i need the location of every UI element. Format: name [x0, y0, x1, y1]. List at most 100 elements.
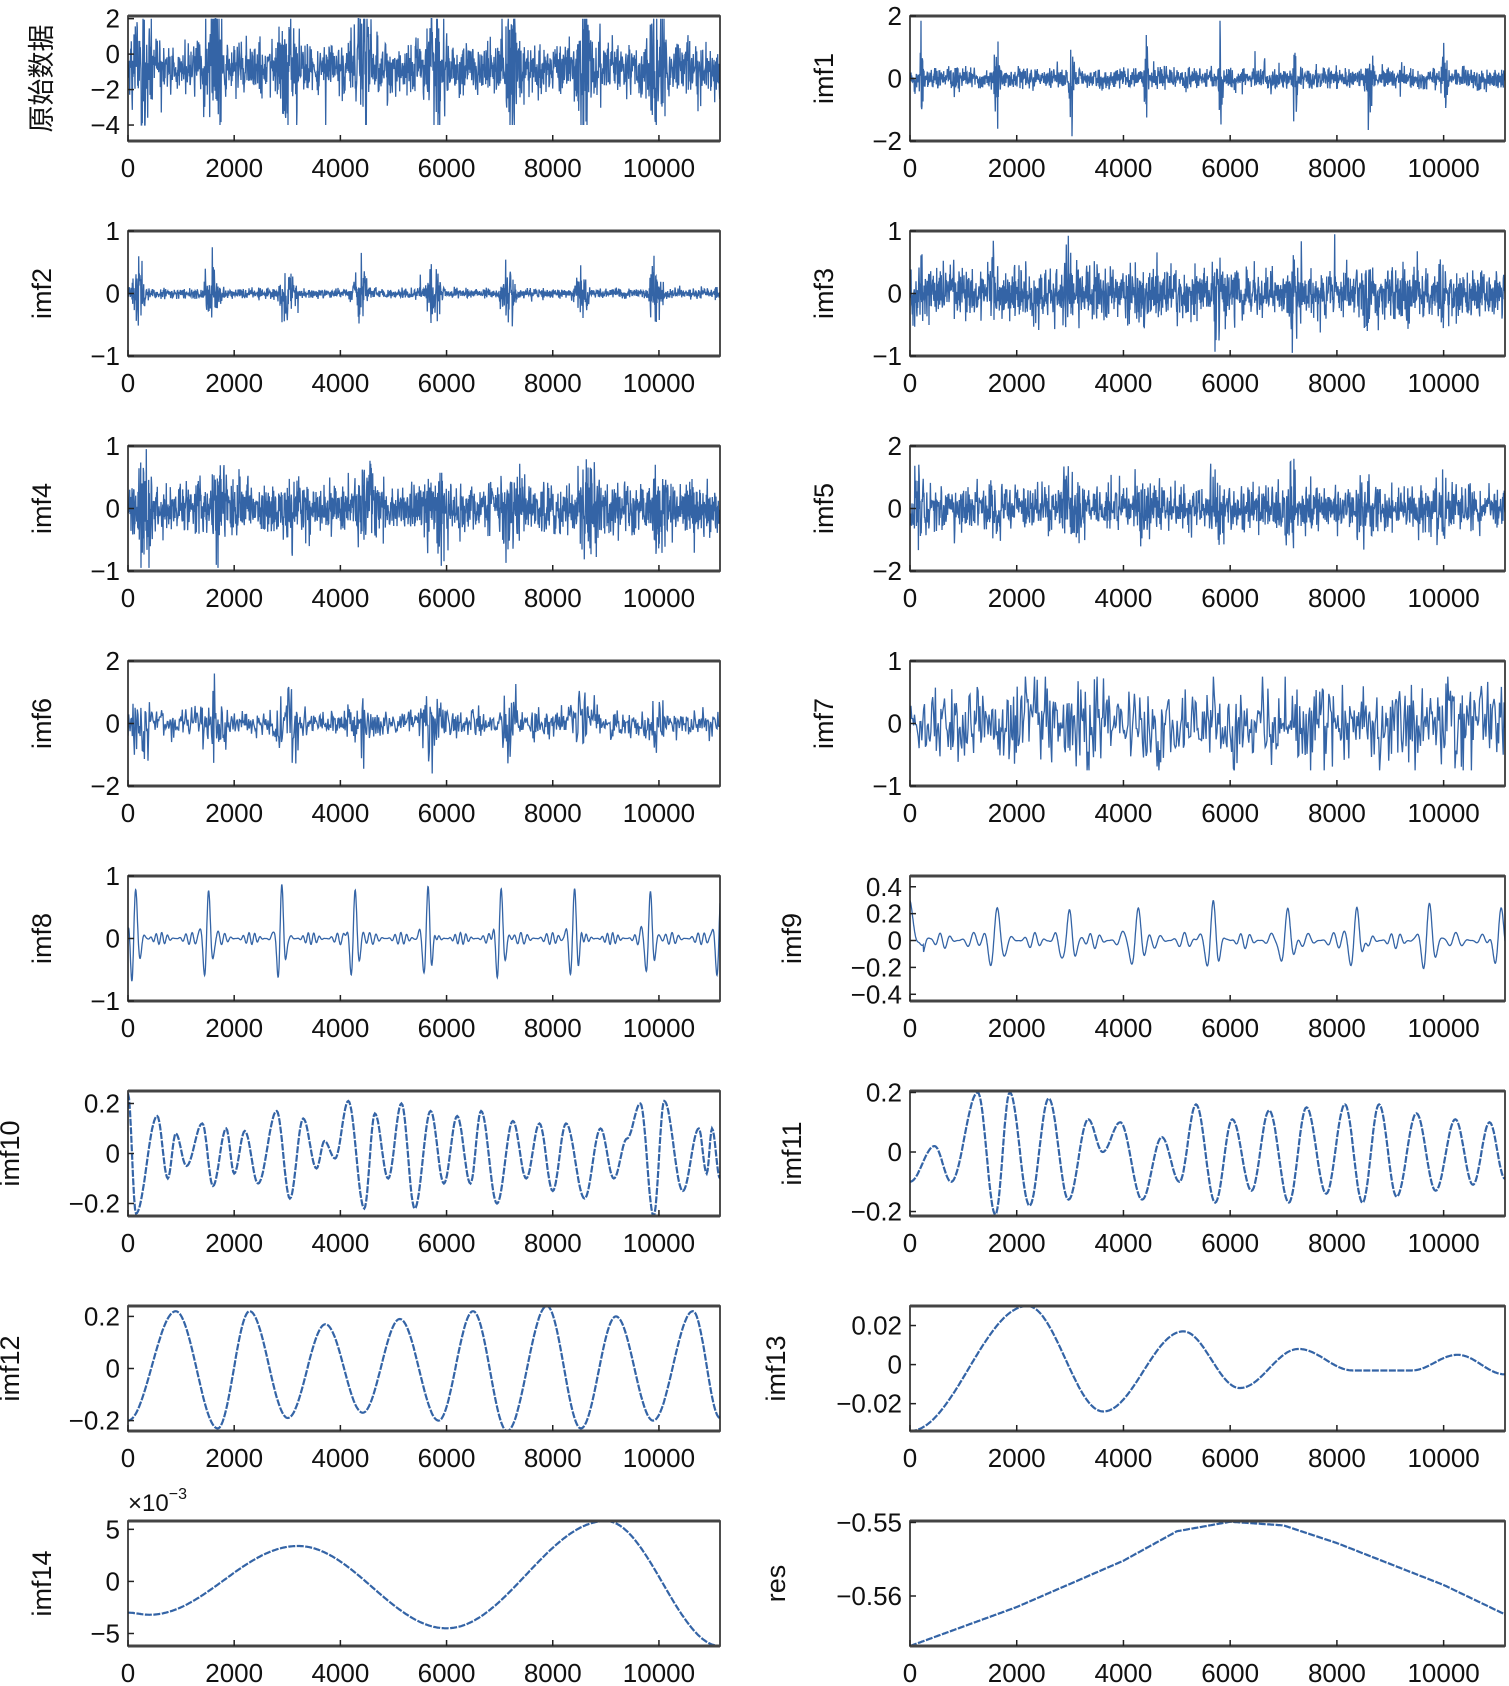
x-tick-label: 0: [121, 153, 135, 183]
y-tick-label: 0.2: [84, 1301, 120, 1331]
y-tick-label: 5: [106, 1514, 120, 1544]
x-tick-label: 4000: [1095, 1013, 1153, 1043]
x-tick-label: 4000: [1095, 583, 1153, 613]
y-tick-label: −5: [90, 1619, 120, 1649]
x-tick-label: 4000: [311, 153, 369, 183]
y-tick-label: 2: [888, 1, 902, 31]
y-axis-label: imf13: [761, 1335, 791, 1401]
y-tick-label: 0.02: [851, 1311, 902, 1341]
x-tick-label: 6000: [418, 1658, 476, 1686]
x-tick-label: 0: [121, 368, 135, 398]
y-axis-label: imf8: [27, 913, 57, 964]
x-tick-label: 2000: [988, 368, 1046, 398]
x-tick-label: 4000: [1095, 1658, 1153, 1686]
signal-line-imf9: [910, 900, 1505, 970]
x-tick-label: 2000: [205, 1443, 263, 1473]
x-tick-label: 2000: [988, 1443, 1046, 1473]
y-tick-label: 1: [888, 216, 902, 246]
x-tick-label: 2000: [988, 583, 1046, 613]
x-tick-label: 8000: [1308, 1443, 1366, 1473]
x-tick-label: 10000: [1407, 1658, 1479, 1686]
x-tick-label: 8000: [1308, 798, 1366, 828]
y-tick-label: 0.2: [84, 1089, 120, 1119]
x-tick-label: 4000: [1095, 1443, 1153, 1473]
x-tick-label: 6000: [418, 798, 476, 828]
y-tick-label: 0.2: [866, 1077, 902, 1107]
y-axis-label: imf9: [777, 913, 807, 964]
y-tick-label: 1: [888, 646, 902, 676]
x-tick-label: 0: [903, 798, 917, 828]
y-tick-label: 0.2: [866, 899, 902, 929]
x-tick-label: 6000: [1201, 1658, 1259, 1686]
y-tick-label: 0: [106, 39, 120, 69]
y-axis-label: imf2: [27, 268, 57, 319]
x-tick-label: 0: [121, 798, 135, 828]
y-tick-label: −1: [872, 341, 902, 371]
subplot-res: 0 2000 4000 6000 8000 10000 −0.55 −0.56 res: [761, 1507, 1506, 1686]
x-tick-label: 2000: [205, 368, 263, 398]
x-tick-label: 4000: [1095, 1228, 1153, 1258]
x-tick-label: 2000: [205, 153, 263, 183]
x-tick-label: 10000: [1407, 1228, 1479, 1258]
y-axis-label: imf11: [777, 1121, 807, 1185]
x-tick-label: 10000: [1407, 1443, 1479, 1473]
subplot-imf9: 0 2000 4000 6000 8000 100000.40.20−0.2−0.4imf…: [777, 872, 1506, 1043]
y-axis-label: imf4: [27, 483, 57, 534]
x-tick-label: 10000: [623, 1658, 695, 1686]
x-tick-label: 2000: [205, 1658, 263, 1686]
x-tick-label: 4000: [311, 798, 369, 828]
y-tick-label: 2: [888, 431, 902, 461]
x-tick-label: 2000: [988, 1658, 1046, 1686]
x-tick-label: 0: [903, 1228, 917, 1258]
y-axis-multiplier: ×10−3: [128, 1486, 187, 1517]
y-axis-label: 原始数据: [27, 25, 57, 133]
x-tick-label: 4000: [311, 1228, 369, 1258]
x-tick-label: 10000: [623, 1228, 695, 1258]
y-tick-label: −0.2: [851, 952, 902, 982]
y-tick-label: 0: [106, 1139, 120, 1169]
x-tick-label: 8000: [1308, 1013, 1366, 1043]
x-tick-label: 8000: [524, 1228, 582, 1258]
x-tick-label: 8000: [524, 153, 582, 183]
y-tick-label: 0: [888, 926, 902, 956]
x-tick-label: 8000: [1308, 368, 1366, 398]
x-tick-label: 6000: [1201, 153, 1259, 183]
y-tick-label: 2: [106, 646, 120, 676]
y-tick-label: 1: [106, 431, 120, 461]
x-tick-label: 0: [903, 153, 917, 183]
x-tick-label: 10000: [1407, 583, 1479, 613]
x-tick-label: 0: [903, 368, 917, 398]
x-tick-label: 10000: [623, 368, 695, 398]
signal-line-imf1: [910, 20, 1505, 137]
y-tick-label: −1: [90, 341, 120, 371]
signal-line-imf3: [910, 234, 1505, 353]
x-tick-label: 6000: [1201, 368, 1259, 398]
x-tick-label: 0: [903, 1658, 917, 1686]
signal-line-imf10: [128, 1093, 720, 1216]
signal-line-imf8: [128, 884, 720, 982]
y-tick-label: −1: [872, 771, 902, 801]
x-tick-label: 4000: [1095, 798, 1153, 828]
axes-frame: [909, 875, 1506, 1002]
x-tick-label: 6000: [1201, 1013, 1259, 1043]
subplot-raw-data: 0 2000 4000 6000 8000 10000 2 0 −2 −4 原始数据: [27, 4, 721, 183]
x-tick-label: 2000: [988, 153, 1046, 183]
axes-frame: [909, 1305, 1506, 1432]
y-tick-label: 1: [106, 216, 120, 246]
x-tick-label: 8000: [524, 368, 582, 398]
x-tick-label: 6000: [418, 153, 476, 183]
y-tick-label: −0.56: [836, 1581, 902, 1611]
y-tick-label: 0: [106, 279, 120, 309]
x-tick-label: 2000: [988, 798, 1046, 828]
y-tick-label: 0: [106, 709, 120, 739]
y-tick-label: −0.02: [836, 1389, 902, 1419]
signal-line-imf5: [910, 458, 1505, 551]
